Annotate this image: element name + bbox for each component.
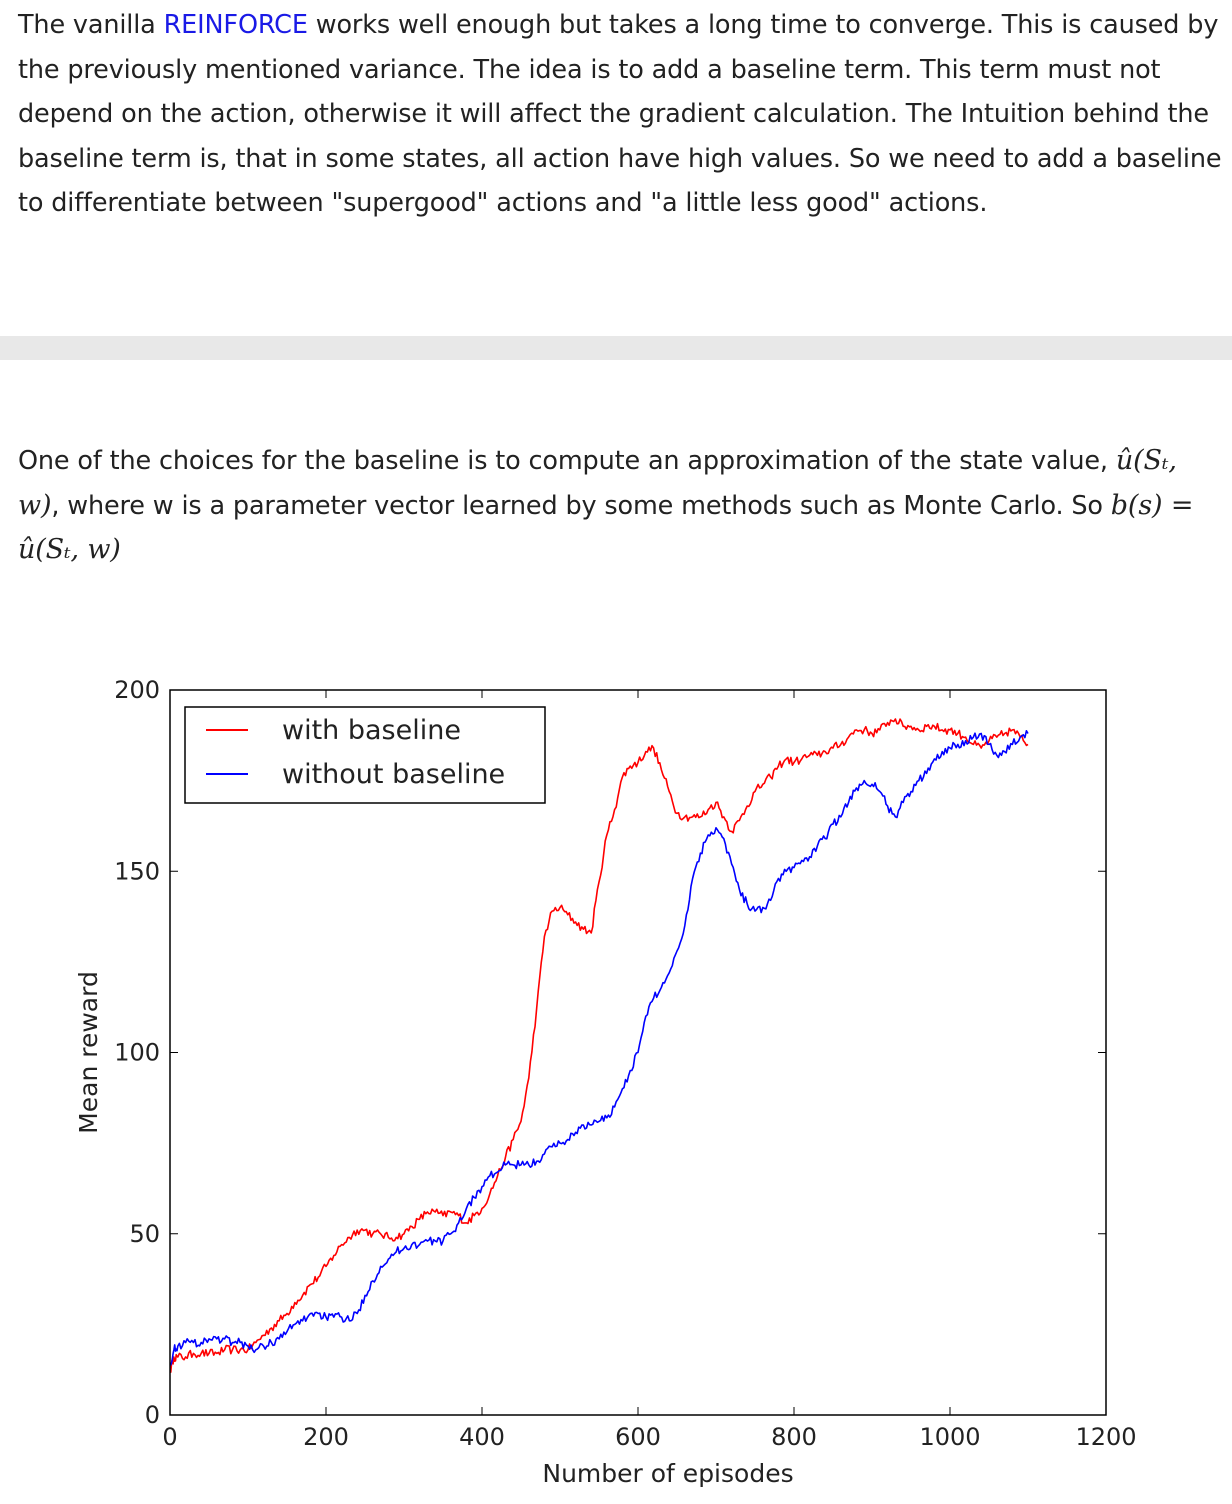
chart-legend: with baseline without baseline <box>184 706 546 804</box>
x-tick-label: 200 <box>303 1423 349 1451</box>
legend-label: with baseline <box>282 715 461 746</box>
x-tick-label: 1000 <box>919 1423 980 1451</box>
tick-group: 0 200 400 600 800 1000 1200 0 50 100 150 200 <box>114 676 1136 1451</box>
para1-text-rest: works well enough but takes a long time … <box>18 10 1222 218</box>
plot-series-group <box>169 718 1029 1373</box>
y-tick-label: 100 <box>114 1039 160 1067</box>
x-tick-label: 800 <box>771 1423 817 1451</box>
y-tick-label: 50 <box>129 1220 160 1248</box>
x-axis-label: Number of episodes <box>542 1459 793 1488</box>
section-divider <box>0 336 1232 360</box>
baseline-formula: b(s) = û(Sₜ, w) <box>18 489 1194 566</box>
state-value-formula: û(Sₜ, w) <box>18 445 1177 521</box>
y-tick-label: 200 <box>114 676 160 704</box>
x-tick-label: 1200 <box>1075 1423 1136 1451</box>
paragraph-baseline-choice: One of the choices for the baseline is t… <box>18 439 1223 573</box>
x-tick-label: 400 <box>459 1423 505 1451</box>
legend-label: without baseline <box>282 759 505 790</box>
series-line-with-baseline <box>169 718 1029 1373</box>
y-tick-label: 0 <box>145 1401 160 1429</box>
y-tick-label: 150 <box>114 857 160 885</box>
series-line-without-baseline <box>169 730 1029 1366</box>
reinforce-link[interactable]: REINFORCE <box>163 10 308 40</box>
reward-chart: 0 200 400 600 800 1000 1200 0 50 100 150 200 Mean r… <box>74 676 1137 1488</box>
para2-text-1: One of the choices for the baseline is t… <box>18 446 1116 476</box>
para2-text-2: , where w is a parameter vector learned … <box>51 490 1111 521</box>
legend-box <box>184 706 546 804</box>
x-tick-label: 0 <box>162 1423 177 1451</box>
paragraph-reinforce-intro: The vanilla REINFORCE works well enough … <box>18 3 1223 226</box>
y-axis-label: Mean reward <box>74 971 103 1134</box>
para1-text-start: The vanilla <box>18 10 164 40</box>
x-tick-label: 600 <box>615 1423 661 1451</box>
